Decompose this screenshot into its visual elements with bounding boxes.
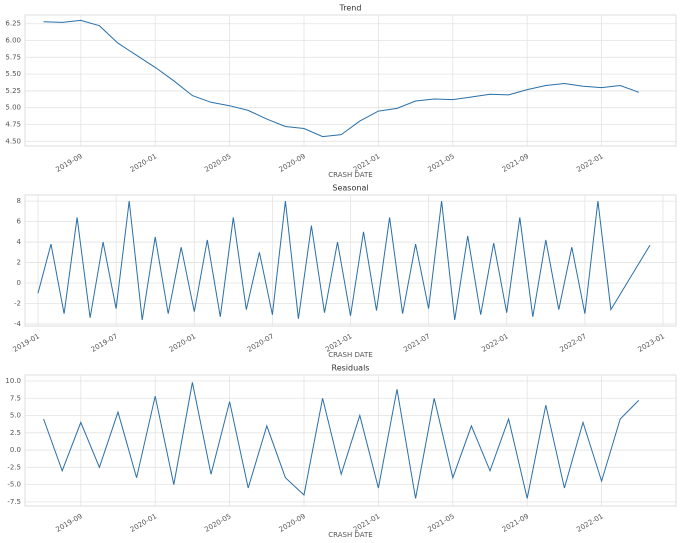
series-line bbox=[43, 19, 639, 138]
y-tick-label: 5.50 bbox=[5, 70, 21, 78]
y-tick-label: 2 bbox=[17, 259, 21, 267]
y-tick-label: 10.0 bbox=[5, 377, 21, 385]
y-tick-label: -2.5 bbox=[7, 463, 21, 471]
y-tick-label: 4.75 bbox=[5, 121, 21, 129]
x-tick-label: 2019-01 bbox=[12, 332, 41, 354]
y-tick-label: -7.5 bbox=[7, 498, 21, 506]
x-tick-label: 2023-01 bbox=[637, 332, 666, 354]
y-tick-label: 4.50 bbox=[5, 137, 21, 145]
x-axis-label: CRASH DATE bbox=[328, 171, 372, 179]
y-tick-label: 0 bbox=[17, 279, 21, 287]
y-tick-label: 5.25 bbox=[5, 87, 21, 95]
x-tick-label: 2020-01 bbox=[129, 152, 158, 174]
y-tick-label: 5.75 bbox=[5, 53, 21, 61]
y-tick-label: 6 bbox=[17, 218, 22, 226]
x-tick-label: 2021-05 bbox=[426, 152, 455, 174]
x-tick-label: 2020-09 bbox=[278, 512, 307, 534]
x-tick-label: 2020-05 bbox=[203, 512, 232, 534]
subplot-title: Residuals bbox=[332, 364, 370, 373]
y-tick-label: 0.0 bbox=[10, 446, 21, 454]
x-tick-label: 2020-05 bbox=[203, 152, 232, 174]
y-tick-label: -4 bbox=[14, 320, 22, 328]
y-tick-label: 2.5 bbox=[10, 429, 21, 437]
subplot-title: Trend bbox=[339, 4, 362, 13]
x-axis-label: CRASH DATE bbox=[328, 351, 372, 359]
y-tick-label: 6.25 bbox=[5, 20, 21, 28]
x-tick-label: 2021-09 bbox=[501, 512, 530, 534]
x-tick-label: 2020-01 bbox=[168, 332, 197, 354]
x-tick-label: 2020-07 bbox=[246, 332, 275, 354]
y-tick-label: 7.5 bbox=[10, 394, 21, 402]
y-tick-label: -2 bbox=[14, 299, 21, 307]
series-line bbox=[37, 201, 651, 320]
series-line bbox=[43, 382, 640, 499]
x-tick-label: 2022-01 bbox=[480, 332, 509, 354]
x-tick-label: 2019-09 bbox=[54, 512, 83, 534]
plot-area bbox=[24, 14, 677, 147]
y-tick-label: 8 bbox=[17, 197, 21, 205]
y-tick-label: 5.00 bbox=[5, 104, 21, 112]
x-tick-label: 2021-07 bbox=[402, 332, 431, 354]
x-tick-label: 2020-01 bbox=[129, 512, 158, 534]
x-tick-label: 2019-07 bbox=[90, 332, 119, 354]
x-tick-label: 2022-01 bbox=[575, 152, 604, 174]
subplot-title: Seasonal bbox=[332, 184, 368, 193]
x-tick-label: 2019-09 bbox=[54, 152, 83, 174]
y-tick-label: 5.0 bbox=[10, 412, 21, 420]
x-tick-label: 2021-09 bbox=[501, 152, 530, 174]
x-tick-label: 2021-05 bbox=[426, 512, 455, 534]
x-tick-label: 2022-07 bbox=[559, 332, 588, 354]
plot-area bbox=[24, 374, 677, 507]
x-tick-label: 2022-01 bbox=[575, 512, 604, 534]
x-axis-label: CRASH DATE bbox=[328, 531, 372, 539]
y-tick-label: 4 bbox=[17, 238, 22, 246]
y-tick-label: 6.00 bbox=[5, 37, 21, 45]
x-tick-label: 2020-09 bbox=[278, 152, 307, 174]
y-tick-label: -5.0 bbox=[7, 481, 21, 489]
